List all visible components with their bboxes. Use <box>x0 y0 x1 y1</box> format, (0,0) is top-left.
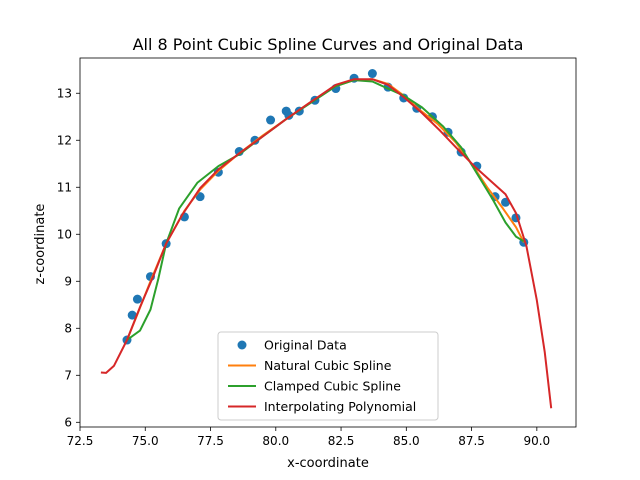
y-tick-label: 13 <box>57 86 72 100</box>
x-tick-label: 90.0 <box>523 434 550 448</box>
legend-label-original-data: Original Data <box>264 338 347 353</box>
x-axis-label: x-coordinate <box>287 456 369 471</box>
original-data-point <box>266 115 276 125</box>
y-tick-label: 9 <box>64 274 72 288</box>
legend: Original Data Natural Cubic Spline Clamped… <box>217 331 439 421</box>
x-tick-label: 77.5 <box>197 434 224 448</box>
legend-marker-original-data <box>237 340 247 350</box>
original-data-point <box>195 192 205 202</box>
plot-area: 72.5 75.0 77.5 80.0 82.5 85.0 87.5 90.0 6 7 8 9 10 11… <box>57 57 577 448</box>
axes-frame <box>79 57 577 428</box>
y-tick-label: 8 <box>64 321 72 335</box>
x-tick-label: 72.5 <box>67 434 94 448</box>
x-tick-label: 82.5 <box>328 434 355 448</box>
y-tick-label: 6 <box>64 415 72 429</box>
original-data-point <box>284 110 294 120</box>
x-tick-label: 80.0 <box>262 434 289 448</box>
x-tick-label: 75.0 <box>132 434 159 448</box>
legend-label-interpolating-polynomial: Interpolating Polynomial <box>264 399 416 414</box>
y-tick-label: 12 <box>57 133 72 147</box>
x-tick-label: 87.5 <box>458 434 485 448</box>
original-data-point <box>367 69 377 79</box>
chart-title: All 8 Point Cubic Spline Curves and Orig… <box>133 35 524 54</box>
original-data-point <box>127 310 137 320</box>
legend-label-clamped-cubic-spline: Clamped Cubic Spline <box>264 379 401 394</box>
series-group <box>100 69 553 409</box>
y-axis-label: z-coordinate <box>33 204 48 285</box>
y-tick-label: 11 <box>57 180 72 194</box>
legend-label-natural-cubic-spline: Natural Cubic Spline <box>264 358 392 373</box>
original-data-point <box>132 294 142 304</box>
legend-box <box>217 331 439 421</box>
y-tick-label: 10 <box>57 227 72 241</box>
x-tick-label: 85.0 <box>393 434 420 448</box>
y-tick-label: 7 <box>64 368 72 382</box>
interpolating-polynomial-line <box>100 78 553 409</box>
